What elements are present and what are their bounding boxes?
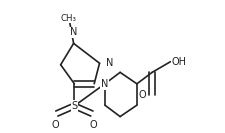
Text: N: N (70, 27, 77, 37)
Text: O: O (52, 120, 59, 130)
Text: S: S (71, 101, 77, 111)
Text: CH₃: CH₃ (60, 14, 76, 23)
Text: O: O (138, 90, 146, 100)
Text: O: O (90, 120, 97, 130)
Text: OH: OH (172, 57, 187, 67)
Text: N: N (101, 79, 109, 89)
Text: N: N (106, 58, 114, 68)
